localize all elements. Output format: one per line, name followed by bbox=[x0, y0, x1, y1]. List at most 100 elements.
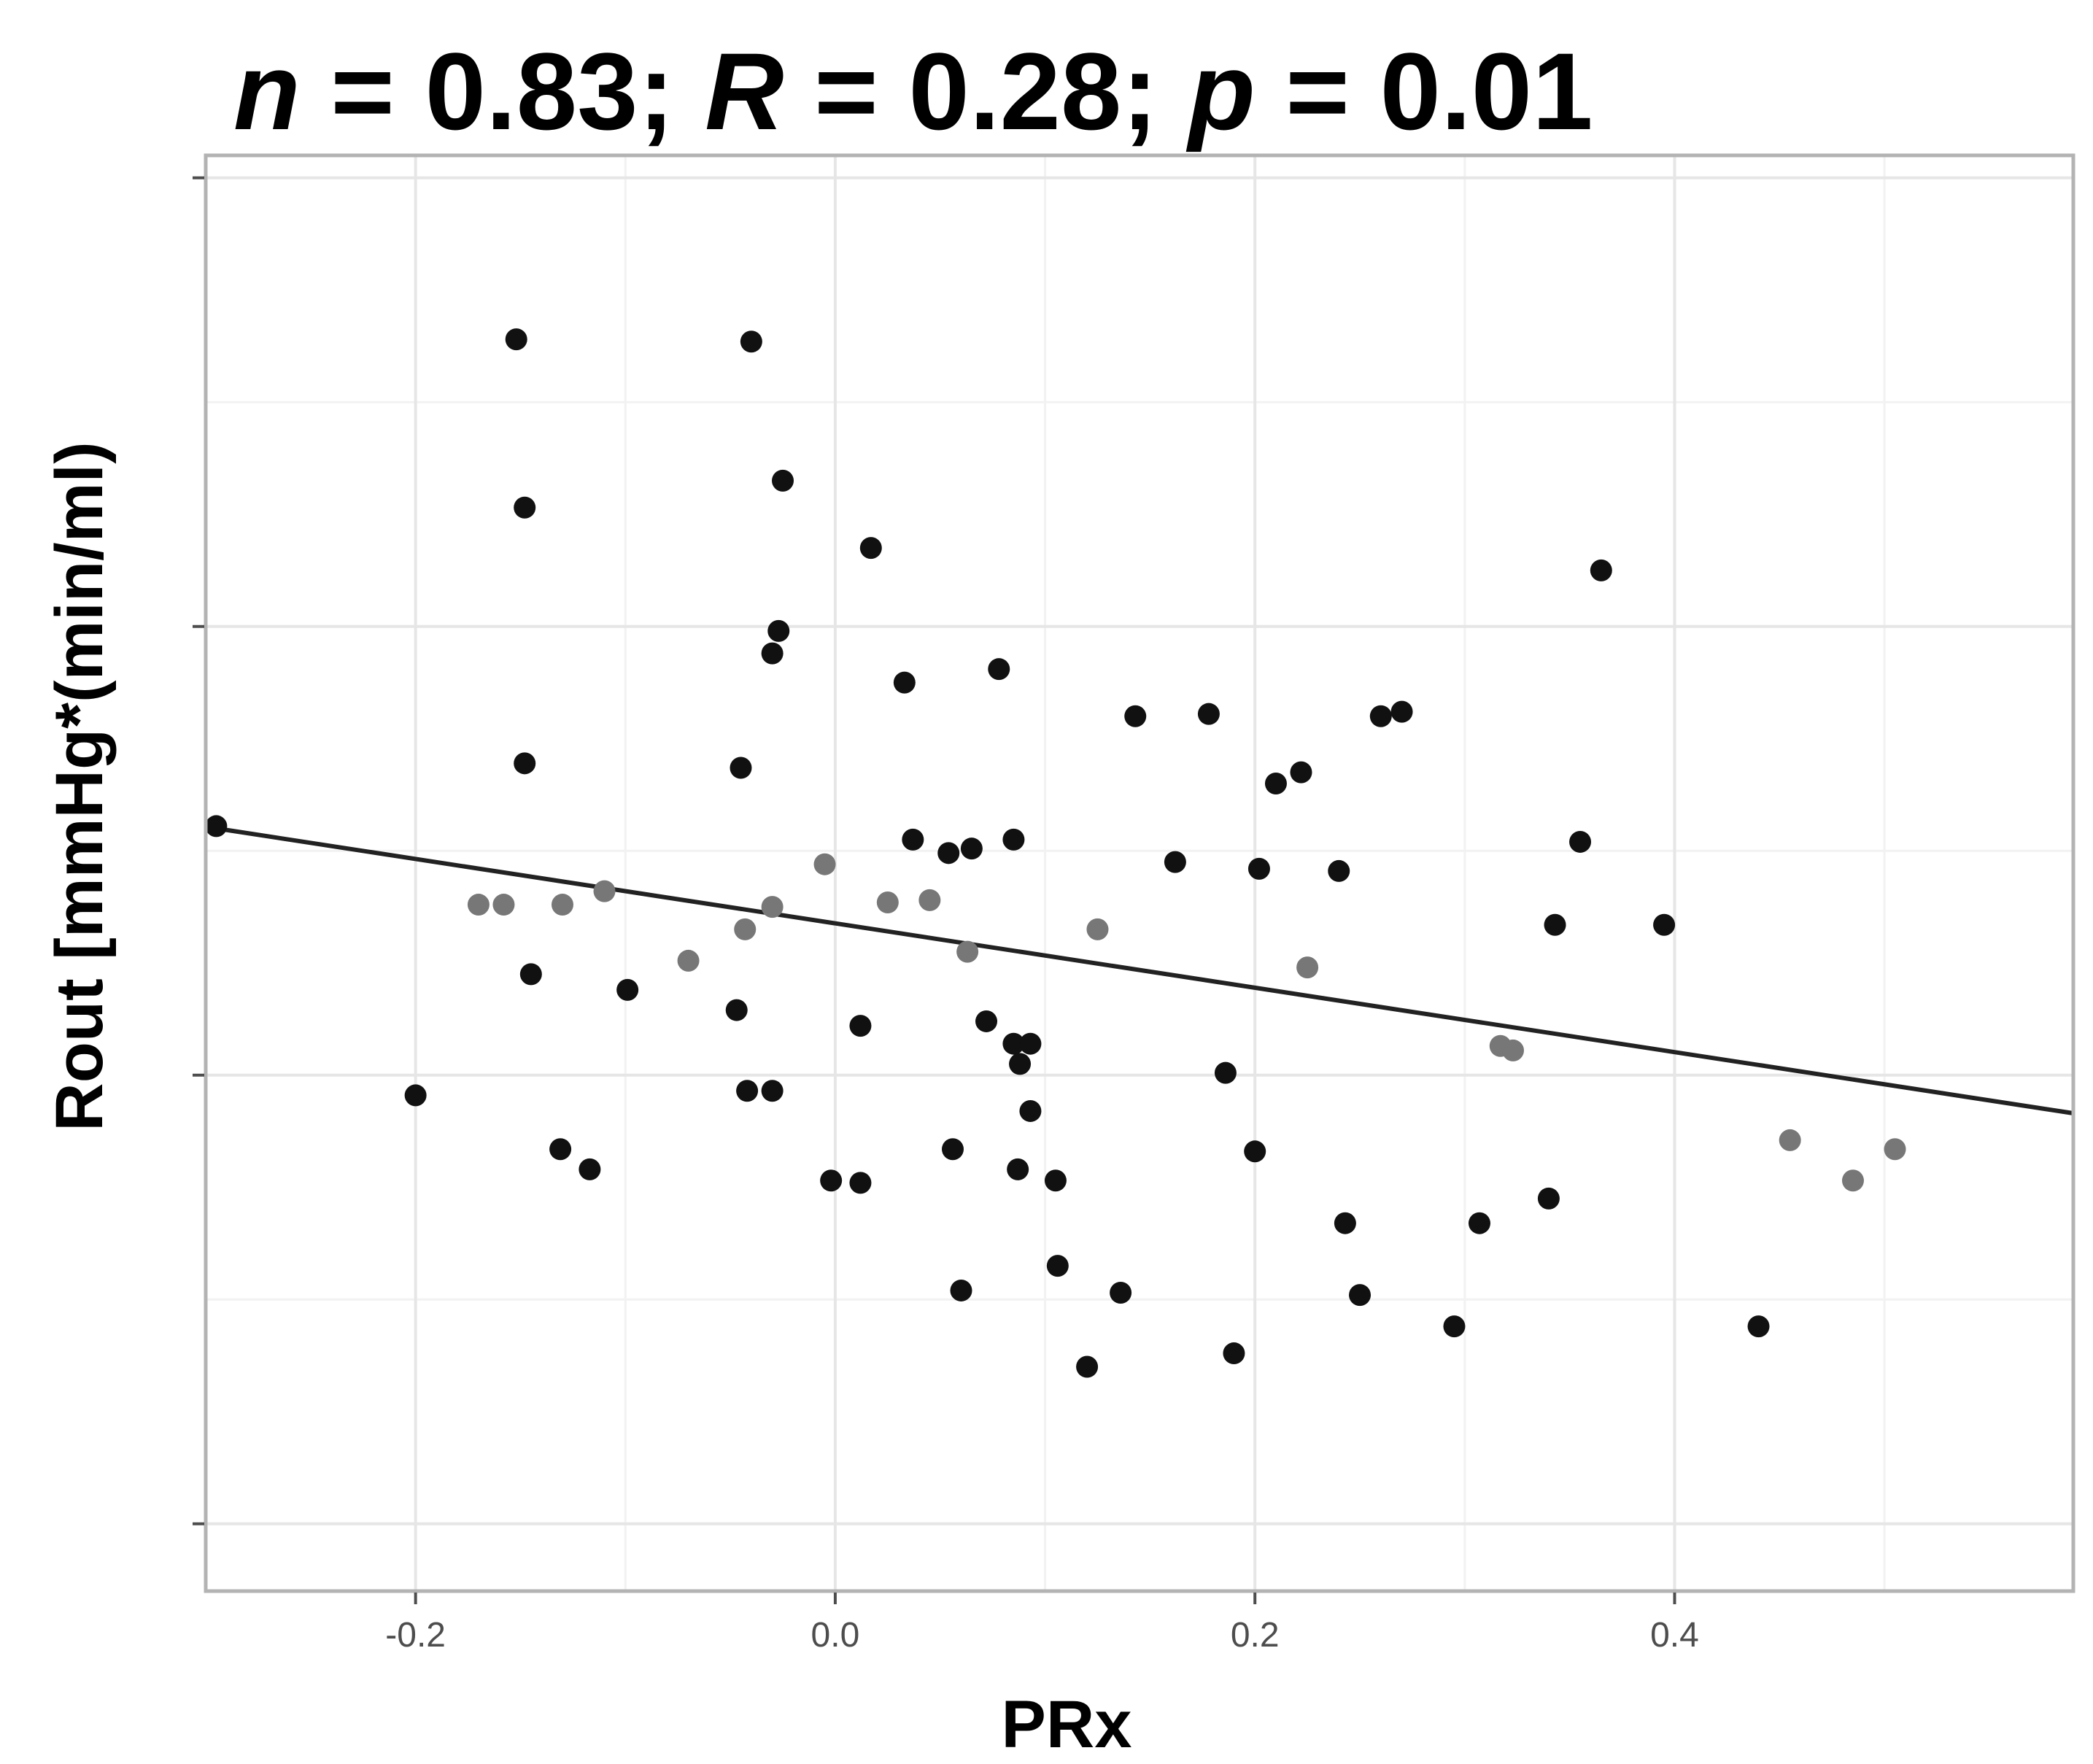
title-p-symbol: p bbox=[1188, 30, 1256, 152]
data-point bbox=[579, 1158, 601, 1180]
data-point bbox=[859, 537, 882, 560]
data-point bbox=[1019, 1099, 1042, 1122]
data-point bbox=[849, 1172, 872, 1194]
data-point bbox=[1841, 1169, 1864, 1192]
data-point bbox=[975, 1010, 998, 1032]
data-point bbox=[1086, 918, 1109, 940]
x-tick-labels: -0.2 0.0 0.2 0.4 bbox=[385, 1616, 1699, 1655]
data-point bbox=[1044, 1169, 1067, 1192]
data-point bbox=[1653, 913, 1676, 936]
data-point bbox=[1076, 1355, 1099, 1378]
data-point bbox=[519, 963, 542, 986]
data-point bbox=[1197, 703, 1220, 725]
data-point bbox=[1009, 1053, 1032, 1075]
data-point bbox=[761, 642, 784, 665]
data-point bbox=[1296, 956, 1319, 979]
x-tick-label: 0.0 bbox=[811, 1616, 860, 1655]
data-point bbox=[1223, 1342, 1245, 1365]
trend-line bbox=[215, 826, 2074, 1115]
data-point bbox=[514, 752, 536, 775]
data-point bbox=[820, 1169, 843, 1192]
data-point bbox=[1290, 761, 1312, 784]
data-point bbox=[1390, 700, 1413, 723]
data-point bbox=[937, 842, 960, 864]
trend-line-group bbox=[215, 826, 2074, 1115]
data-point bbox=[1747, 1315, 1770, 1338]
data-point bbox=[593, 880, 616, 902]
data-point bbox=[1164, 851, 1186, 873]
x-tick-label: 0.2 bbox=[1231, 1616, 1280, 1655]
data-point bbox=[1468, 1212, 1490, 1234]
data-point bbox=[849, 1015, 872, 1037]
data-point bbox=[505, 328, 527, 351]
axis-ticks bbox=[193, 176, 1676, 1604]
data-point bbox=[467, 894, 490, 916]
data-point bbox=[1334, 1212, 1356, 1234]
data-point bbox=[551, 894, 573, 916]
x-tick-label: 0.4 bbox=[1650, 1616, 1699, 1655]
data-point bbox=[761, 896, 784, 918]
data-point bbox=[1443, 1315, 1466, 1338]
data-points bbox=[205, 328, 1906, 1378]
data-point bbox=[734, 918, 757, 940]
data-point bbox=[950, 1279, 972, 1301]
data-point bbox=[730, 757, 752, 779]
data-point bbox=[1124, 705, 1147, 727]
data-point bbox=[1244, 1140, 1266, 1163]
data-point bbox=[902, 828, 924, 851]
data-point bbox=[1779, 1129, 1801, 1151]
data-point bbox=[549, 1138, 572, 1161]
data-point bbox=[1007, 1158, 1029, 1180]
data-point bbox=[1110, 1282, 1132, 1304]
data-point bbox=[514, 496, 536, 519]
data-point bbox=[1590, 559, 1612, 581]
data-point bbox=[1537, 1187, 1560, 1210]
data-point bbox=[1349, 1284, 1372, 1307]
data-point bbox=[1544, 913, 1566, 936]
data-point bbox=[1264, 773, 1287, 794]
title-p-value: = 0.01 bbox=[1255, 30, 1593, 152]
data-point bbox=[616, 978, 639, 1001]
data-point bbox=[761, 1080, 784, 1102]
title-r-symbol: R bbox=[705, 30, 784, 152]
data-point bbox=[1569, 830, 1592, 853]
data-point bbox=[205, 815, 228, 837]
data-point bbox=[813, 853, 836, 875]
data-point bbox=[988, 658, 1010, 681]
data-point bbox=[767, 619, 790, 642]
data-point bbox=[1328, 859, 1350, 882]
x-tick-label: -0.2 bbox=[385, 1616, 446, 1655]
data-point bbox=[1502, 1039, 1524, 1061]
data-point bbox=[404, 1084, 427, 1107]
data-point bbox=[1369, 705, 1392, 727]
data-point bbox=[725, 999, 748, 1021]
data-point bbox=[1214, 1061, 1237, 1084]
data-point bbox=[1884, 1138, 1906, 1161]
chart-title: n = 0.83; R = 0.28; p = 0.01 bbox=[233, 29, 1984, 153]
data-point bbox=[918, 889, 941, 911]
data-point bbox=[736, 1080, 759, 1102]
y-axis-title: Rout [mmHg*(min/ml) bbox=[42, 441, 117, 1131]
data-point bbox=[1002, 1032, 1025, 1055]
data-point bbox=[876, 891, 899, 913]
data-point bbox=[956, 940, 979, 963]
minor-gridlines bbox=[206, 155, 2073, 1591]
data-point bbox=[772, 469, 794, 492]
title-r-value: = 0.28; bbox=[784, 30, 1189, 152]
x-axis-title: PRx bbox=[1002, 1687, 1132, 1762]
title-n-symbol: n bbox=[233, 30, 301, 152]
data-point bbox=[1046, 1255, 1069, 1277]
data-point bbox=[1247, 857, 1270, 880]
major-gridlines bbox=[206, 155, 2073, 1591]
data-point bbox=[677, 949, 700, 972]
panel-border bbox=[204, 153, 2075, 1593]
title-n-value: = 0.83; bbox=[300, 30, 705, 152]
data-point bbox=[960, 837, 983, 860]
data-point bbox=[492, 894, 515, 916]
data-point bbox=[893, 671, 916, 694]
data-point bbox=[1002, 828, 1025, 851]
data-point bbox=[942, 1138, 964, 1161]
data-point bbox=[740, 330, 762, 353]
data-point bbox=[1019, 1032, 1042, 1055]
